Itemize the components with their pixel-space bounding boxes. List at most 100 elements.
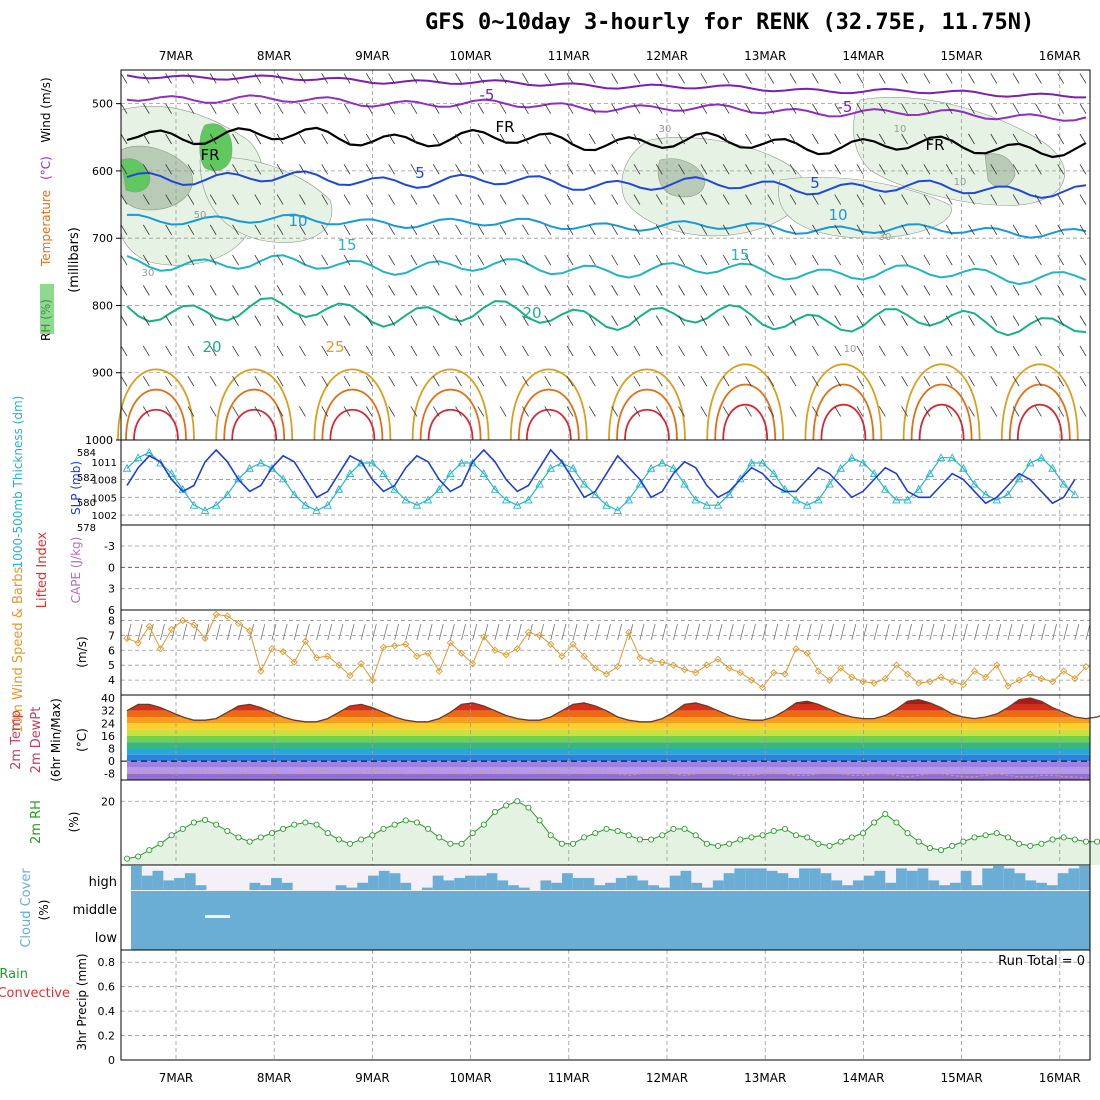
rh2m-point xyxy=(224,827,231,835)
wind-barb xyxy=(499,285,507,296)
cloud-high-bar xyxy=(583,878,595,890)
cloud-high-bar xyxy=(1046,885,1059,890)
wind-barb xyxy=(499,254,507,266)
wind10-point xyxy=(190,621,198,629)
thickness-point xyxy=(925,469,935,477)
rh2m-point xyxy=(536,817,543,824)
wind-barb xyxy=(589,375,596,387)
wind10-barb xyxy=(126,623,132,641)
li-tick-label-3: 3 xyxy=(108,583,115,596)
isotherm-minus5 xyxy=(126,94,1087,122)
chart-title: GFS 0~10day 3-hourly for RENK (32.75E, 1… xyxy=(425,10,1035,35)
wind-barb xyxy=(834,73,842,84)
wind-barb xyxy=(1079,73,1087,84)
ylabel-rh2m-unit: (%) xyxy=(67,812,81,833)
rh2m-point xyxy=(157,840,164,847)
wind-barb xyxy=(410,133,418,145)
wind-barb xyxy=(968,164,975,175)
wind-barb xyxy=(990,406,998,417)
cloud-high-bar xyxy=(949,882,962,890)
cloud-high-gap xyxy=(928,867,940,891)
wind-barb xyxy=(767,375,775,387)
wind-barb xyxy=(1057,375,1065,387)
pressure-tick-label-800: 800 xyxy=(92,299,113,312)
wind-barb xyxy=(165,345,172,357)
wind10-barb xyxy=(1029,623,1035,641)
wind-barb xyxy=(1079,315,1087,326)
wind10-point xyxy=(312,654,321,662)
wind10-point xyxy=(993,661,1001,669)
rh2m-point xyxy=(648,836,655,843)
wind-barb xyxy=(901,224,908,236)
wind10-point xyxy=(491,646,499,654)
wind10-point xyxy=(179,616,187,625)
cloud-high-bar xyxy=(400,882,412,890)
wind-barb xyxy=(767,194,775,205)
wind-barb xyxy=(589,406,596,417)
wind-barb xyxy=(968,133,975,145)
wind-barb xyxy=(945,285,953,296)
wind-barb xyxy=(566,345,574,357)
cloud-high-gap xyxy=(540,867,552,891)
wind-barb xyxy=(142,285,150,296)
isotherm-label: 5 xyxy=(810,174,820,192)
wind-barb xyxy=(611,224,618,236)
wind10-barb xyxy=(974,623,979,641)
wind-barb xyxy=(1012,315,1020,326)
wind-barb xyxy=(299,375,306,387)
wind-barb xyxy=(834,254,842,266)
wind-barb xyxy=(544,406,552,417)
wind-barb xyxy=(566,285,574,296)
wind-barb xyxy=(321,224,329,236)
wind-barb xyxy=(165,103,172,114)
cloud-high-bar xyxy=(982,868,994,890)
wind-barb xyxy=(700,164,708,175)
wind-barb xyxy=(767,254,775,266)
wind-barb xyxy=(522,375,529,387)
wind10-point xyxy=(870,679,878,687)
wind-barb xyxy=(1035,103,1042,114)
wind-barb xyxy=(499,164,507,175)
wind-barb xyxy=(834,164,842,175)
ylabel-dewpt2m: 2m DewPt xyxy=(29,707,44,774)
wind-barb xyxy=(388,133,395,145)
wind-barb xyxy=(945,224,953,236)
wind-barb xyxy=(1035,285,1042,296)
wind-barb xyxy=(611,133,618,145)
rh2m-point xyxy=(123,855,131,862)
thickness-tick-label-584: 584 xyxy=(77,448,96,459)
wind-barb xyxy=(165,375,172,387)
wind-barb xyxy=(522,194,529,205)
cloud-high-bar xyxy=(1025,880,1037,890)
wind10-barb xyxy=(461,623,466,641)
wind-barb xyxy=(299,285,306,296)
rh2m-point xyxy=(1049,836,1056,843)
precip-frame xyxy=(120,949,1091,1061)
wind-barb xyxy=(544,345,552,357)
pressure-tick-label-700: 700 xyxy=(92,232,113,245)
wind-barb xyxy=(544,315,552,326)
li-tick-label--3: -3 xyxy=(104,540,115,553)
wind10-barb xyxy=(182,623,188,641)
wind-barb xyxy=(142,254,150,266)
date-label-bottom-7MAR: 7MAR xyxy=(159,1071,194,1085)
cloud-high-bar xyxy=(540,880,552,890)
wind-barb xyxy=(455,345,462,357)
wind-barb xyxy=(499,73,507,84)
cloud-high-gap xyxy=(411,867,423,891)
wind-barb xyxy=(901,315,908,326)
wind-barb xyxy=(209,375,217,387)
wind-barb xyxy=(365,285,373,296)
wind-barb xyxy=(1012,103,1020,114)
wind-barb xyxy=(142,345,150,357)
wind-barb xyxy=(209,345,217,357)
wind-barb xyxy=(1012,194,1020,205)
wind-barb xyxy=(432,406,440,417)
cloud-high-gap xyxy=(842,867,854,891)
wind10-point xyxy=(301,637,310,645)
rh2m-point xyxy=(458,840,465,847)
cloud-high-bar xyxy=(658,887,671,890)
temp-band-8 xyxy=(127,748,1090,755)
wind-barb xyxy=(856,254,864,266)
